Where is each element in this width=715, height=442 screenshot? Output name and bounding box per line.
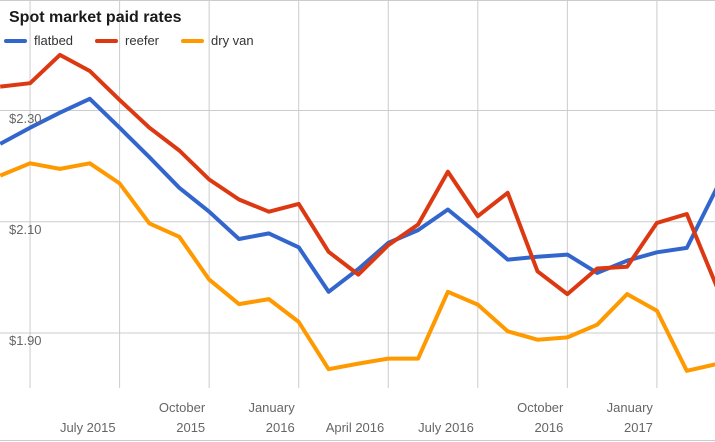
legend-item-dry-van: dry van [181,33,254,48]
flatbed-line-swatch-icon [4,38,27,43]
reefer-line-swatch-icon [95,38,119,43]
legend-label: reefer [125,33,160,48]
dry-van-line-swatch-icon [181,38,205,43]
x-axis-label: April 2016 [325,420,385,435]
legend-label: dry van [211,33,254,48]
y-axis-label: $2.30 [9,110,42,126]
chart-title: Spot market paid rates [9,9,182,26]
series-line-dry-van[interactable] [0,161,715,373]
x-axis-label: July 2016 [418,420,474,435]
legend: flatbed reefer dry van [4,33,254,48]
series-line-reefer[interactable] [0,52,715,297]
legend-item-reefer: reefer [95,33,159,48]
y-axis-label: $2.10 [9,221,42,237]
x-axis-label: October 2016 [517,400,564,435]
x-axis-label: January 2016 [248,400,295,435]
series-line-flatbed[interactable] [0,96,715,294]
x-axis-label: January 2017 [606,400,653,435]
legend-label: flatbed [34,33,74,48]
legend-item-flatbed: flatbed [4,33,73,48]
x-axis-label: July 2015 [59,420,116,435]
y-axis-label: $1.90 [9,333,42,348]
x-axis-label: October 2015 [158,400,206,435]
